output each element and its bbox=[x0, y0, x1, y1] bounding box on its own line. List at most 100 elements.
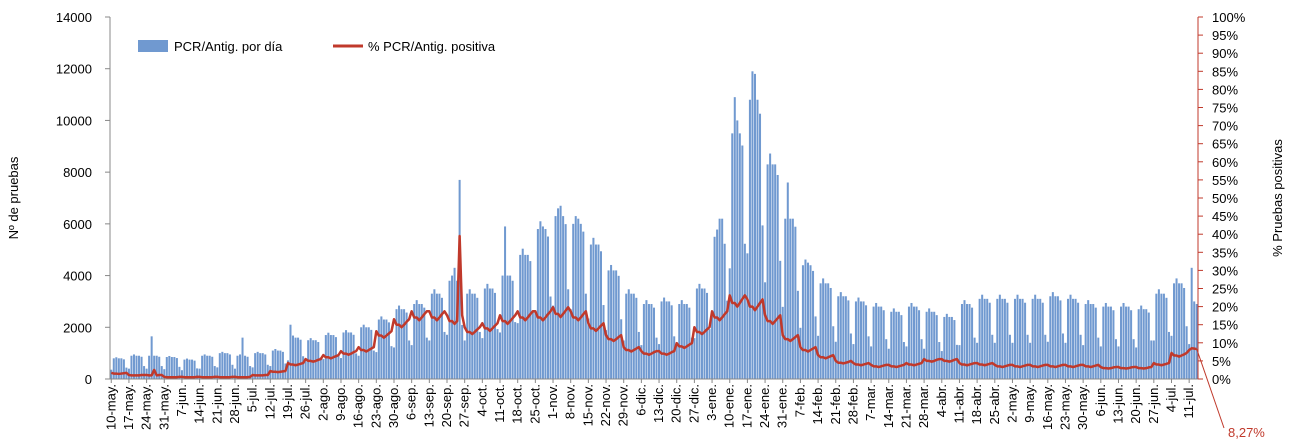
bar bbox=[117, 358, 120, 379]
x-tick-label: 7-mar. bbox=[863, 384, 878, 421]
bar bbox=[1064, 342, 1067, 379]
x-tick-label: 7-feb. bbox=[792, 384, 807, 417]
bar bbox=[138, 355, 141, 379]
bar bbox=[791, 218, 794, 379]
x-tick-label: 27-sep. bbox=[457, 384, 472, 427]
bar bbox=[488, 288, 491, 379]
bar bbox=[771, 164, 774, 379]
bar bbox=[960, 304, 963, 379]
bar bbox=[433, 289, 436, 379]
x-tick-label: 11-oct. bbox=[492, 384, 507, 423]
bar bbox=[140, 356, 143, 379]
bar bbox=[854, 301, 857, 379]
bar bbox=[122, 359, 125, 379]
bar bbox=[1077, 302, 1080, 379]
x-tick-label: 24-may. bbox=[139, 384, 154, 430]
bar bbox=[716, 229, 719, 379]
bar bbox=[377, 319, 380, 379]
bar bbox=[451, 275, 454, 379]
bar bbox=[539, 221, 542, 379]
bar bbox=[115, 357, 118, 379]
y-tick-label: 0 bbox=[85, 372, 92, 387]
bar bbox=[607, 270, 610, 379]
x-tick-label: 5-jul. bbox=[245, 384, 260, 412]
bar bbox=[966, 304, 969, 379]
x-tick-label: 1-nov. bbox=[545, 384, 560, 419]
bar bbox=[642, 304, 645, 379]
bar bbox=[968, 304, 971, 379]
bar bbox=[567, 289, 570, 379]
bar bbox=[1119, 306, 1123, 379]
bar bbox=[521, 248, 524, 379]
bar bbox=[839, 292, 842, 379]
bar bbox=[723, 243, 726, 379]
bar bbox=[766, 164, 769, 379]
y-tick-label: 2000 bbox=[63, 320, 92, 335]
x-tick-label: 28-mar. bbox=[916, 384, 931, 428]
bar bbox=[395, 309, 398, 379]
bar bbox=[665, 301, 668, 379]
y2-tick-label: 70% bbox=[1212, 119, 1238, 134]
bar bbox=[759, 113, 762, 379]
x-tick-label: 28-feb. bbox=[845, 384, 860, 424]
bar bbox=[812, 270, 815, 379]
bar bbox=[920, 339, 923, 379]
bar bbox=[309, 338, 312, 379]
bar bbox=[612, 270, 615, 379]
bar bbox=[910, 302, 913, 379]
bar bbox=[435, 293, 438, 379]
y2-tick-label: 90% bbox=[1212, 46, 1238, 61]
bar bbox=[1188, 344, 1191, 379]
bar bbox=[769, 153, 772, 379]
bar bbox=[998, 294, 1001, 379]
bar bbox=[405, 312, 408, 379]
bar bbox=[897, 311, 900, 379]
bar bbox=[1024, 302, 1027, 379]
bar bbox=[587, 318, 590, 379]
bar bbox=[355, 353, 358, 379]
bar bbox=[895, 311, 898, 379]
bar bbox=[668, 301, 671, 379]
bar bbox=[597, 244, 600, 379]
bar bbox=[703, 288, 706, 379]
bar bbox=[1072, 298, 1075, 379]
bar bbox=[736, 120, 739, 379]
bar bbox=[294, 337, 297, 379]
x-tick-label: 21-feb. bbox=[828, 384, 843, 424]
bar bbox=[1029, 342, 1032, 379]
bar bbox=[266, 364, 269, 379]
bar bbox=[615, 270, 618, 379]
y2-tick-label: 50% bbox=[1212, 191, 1238, 206]
bar bbox=[372, 350, 375, 379]
bar bbox=[781, 306, 784, 379]
bar bbox=[988, 302, 991, 379]
x-tick-label: 6-sep. bbox=[404, 384, 419, 420]
bar bbox=[971, 307, 974, 379]
bar bbox=[973, 337, 976, 379]
bar bbox=[685, 304, 688, 379]
x-tick-label: 30-may. bbox=[1075, 384, 1090, 430]
bar bbox=[829, 287, 832, 379]
bar bbox=[1109, 306, 1112, 379]
bar bbox=[1165, 297, 1168, 379]
x-tick-label: 6-dic. bbox=[633, 384, 648, 416]
bar bbox=[228, 354, 231, 379]
bar bbox=[627, 289, 630, 379]
x-tick-label: 29-nov. bbox=[616, 384, 631, 426]
bar bbox=[403, 309, 406, 379]
bar bbox=[670, 305, 673, 379]
x-tick-label: 28-jun. bbox=[227, 384, 242, 424]
bar bbox=[233, 368, 236, 379]
bar bbox=[216, 367, 219, 379]
bar bbox=[504, 226, 507, 379]
bar bbox=[764, 282, 767, 379]
bar bbox=[925, 311, 928, 379]
bar bbox=[1147, 312, 1150, 379]
bar bbox=[198, 368, 201, 379]
bar bbox=[264, 354, 267, 379]
x-tick-label: 16-may. bbox=[1040, 384, 1055, 430]
bar bbox=[663, 297, 666, 379]
bar bbox=[592, 237, 595, 379]
bar bbox=[342, 332, 345, 379]
bar bbox=[637, 331, 640, 379]
